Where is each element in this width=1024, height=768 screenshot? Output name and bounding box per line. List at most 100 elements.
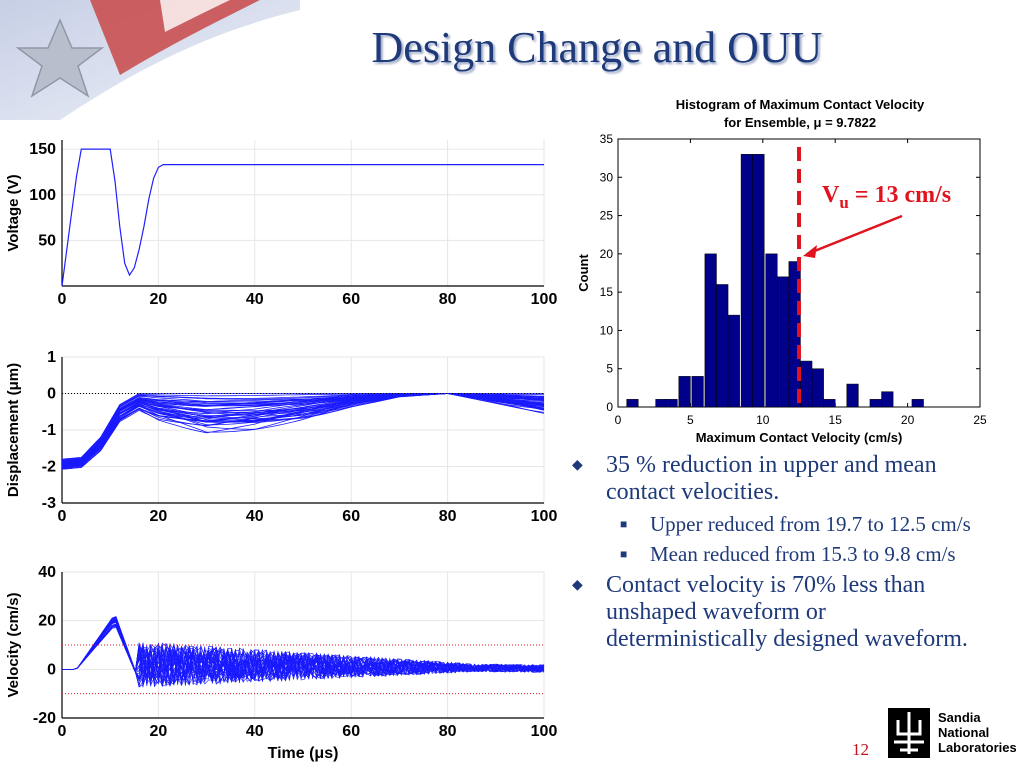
x-tick-label: 40 (246, 508, 264, 525)
annotation-label: Vu = 13 cm/s (822, 182, 951, 212)
y-axis-label: Displacement (μm) (5, 363, 22, 497)
bullet-text: 35 % reduction in upper and mean contact… (606, 452, 937, 505)
x-tick-label: 25 (973, 413, 987, 427)
histogram-bar (678, 376, 691, 408)
star-icon (15, 18, 105, 98)
y-tick-label: 15 (600, 285, 614, 299)
chart-subtitle: for Ensemble, μ = 9.7822 (724, 115, 876, 130)
histogram-bar (881, 391, 894, 408)
x-tick-label: 20 (150, 508, 168, 525)
x-tick-label: 20 (901, 413, 915, 427)
x-tick-label: 80 (439, 508, 457, 525)
histogram-bar (777, 276, 790, 408)
x-tick-label: 40 (246, 723, 264, 740)
y-tick-label: -1 (42, 422, 56, 439)
displacement-chart: 0 20 40 60 80 100 1 0 -1 -2 -3 Displacement (μm) (5, 349, 558, 525)
x-tick-label: 0 (58, 508, 67, 525)
displacement-series-line (61, 393, 545, 469)
y-axis-label: Count (576, 254, 591, 292)
flag-banner-graphic (0, 0, 300, 120)
x-tick-label: 100 (531, 508, 558, 525)
histogram-bar (800, 360, 813, 408)
square-bullet-icon: ■ (620, 547, 628, 561)
velocity-series-line (62, 620, 545, 686)
y-tick-label: 50 (38, 232, 56, 249)
x-tick-label: 100 (531, 291, 558, 308)
histogram-bar (655, 399, 668, 408)
y-tick-label: 0 (47, 386, 56, 403)
sandia-logo: Sandia National Laboratories (888, 708, 1016, 758)
x-tick-label: 80 (439, 291, 457, 308)
diamond-bullet-icon: ◆ (572, 578, 583, 593)
histogram-bar (626, 399, 639, 408)
displacement-series-line (61, 393, 545, 462)
x-tick-label: 60 (342, 291, 360, 308)
y-tick-label: 25 (600, 209, 614, 223)
x-tick-label: 20 (150, 291, 168, 308)
x-tick-label: 15 (829, 413, 843, 427)
bullet-list: ◆ 35 % reduction in upper and mean conta… (572, 452, 972, 659)
histogram-bar (665, 399, 678, 408)
y-tick-label: 20 (38, 613, 56, 630)
x-tick-label: 5 (687, 413, 694, 427)
velocity-series-line (62, 621, 545, 683)
bullet-item: ◆ 35 % reduction in upper and mean conta… (572, 452, 972, 506)
x-tick-label: 40 (246, 291, 264, 308)
histogram-bar (716, 284, 729, 408)
histogram-bar (846, 383, 859, 408)
y-tick-label: -2 (42, 459, 56, 476)
chart-title: Histogram of Maximum Contact Velocity (676, 97, 925, 112)
velocity-series-line (62, 622, 545, 687)
voltage-chart: 0 20 40 60 80 100 50 100 150 Voltage (V) (5, 140, 558, 308)
x-tick-label: 60 (342, 508, 360, 525)
square-bullet-icon: ■ (620, 517, 628, 531)
sub-bullet-item: ■ Mean reduced from 15.3 to 9.8 cm/s (572, 542, 972, 566)
histogram-bar (752, 154, 765, 408)
slide-title: Design Change and OUU (371, 23, 823, 72)
y-tick-label: 5 (606, 362, 613, 376)
y-tick-label: 0 (47, 661, 56, 678)
x-tick-label: 20 (150, 723, 168, 740)
x-axis-label: Time (μs) (268, 745, 339, 762)
logo-line: National (938, 725, 989, 740)
y-tick-label: 20 (600, 247, 614, 261)
y-tick-label: 100 (29, 187, 56, 204)
displacement-series-line (61, 393, 545, 466)
diamond-bullet-icon: ◆ (572, 458, 583, 473)
x-tick-label: 80 (439, 723, 457, 740)
logo-line: Sandia (938, 710, 981, 725)
page-number: 12 (852, 740, 869, 759)
y-tick-label: 150 (29, 141, 56, 158)
x-tick-label: 0 (58, 291, 67, 308)
x-axis-label: Maximum Contact Velocity (cm/s) (696, 430, 903, 445)
x-tick-label: 60 (342, 723, 360, 740)
arrow-head-icon (803, 245, 817, 258)
y-tick-label: -3 (42, 495, 56, 512)
x-tick-label: 0 (615, 413, 622, 427)
y-tick-label: 40 (38, 564, 56, 581)
histogram-bar (691, 376, 704, 408)
annotation-arrow (806, 214, 903, 256)
logo-line: Laboratories (938, 740, 1016, 755)
y-tick-label: 1 (47, 349, 56, 366)
voltage-series-line (61, 148, 544, 287)
velocity-series-line (62, 619, 545, 686)
y-tick-label: 0 (606, 400, 613, 414)
histogram-bar (727, 314, 740, 408)
x-tick-label: 0 (58, 723, 67, 740)
plot-area (62, 140, 544, 286)
y-tick-label: 35 (600, 132, 614, 146)
histogram-bar (823, 399, 836, 408)
histogram-chart: Histogram of Maximum Contact Velocity for… (576, 97, 987, 445)
histogram-bar (811, 368, 824, 408)
displacement-series-line (61, 393, 545, 462)
y-tick-label: 10 (600, 323, 614, 337)
histogram-bar (869, 399, 882, 408)
sub-bullet-text: Upper reduced from 19.7 to 12.5 cm/s (650, 512, 971, 536)
sub-bullet-item: ■ Upper reduced from 19.7 to 12.5 cm/s (572, 512, 972, 536)
x-tick-label: 10 (756, 413, 770, 427)
histogram-bar (704, 253, 717, 408)
displacement-series-line (61, 393, 545, 469)
y-tick-label: 30 (600, 170, 614, 184)
